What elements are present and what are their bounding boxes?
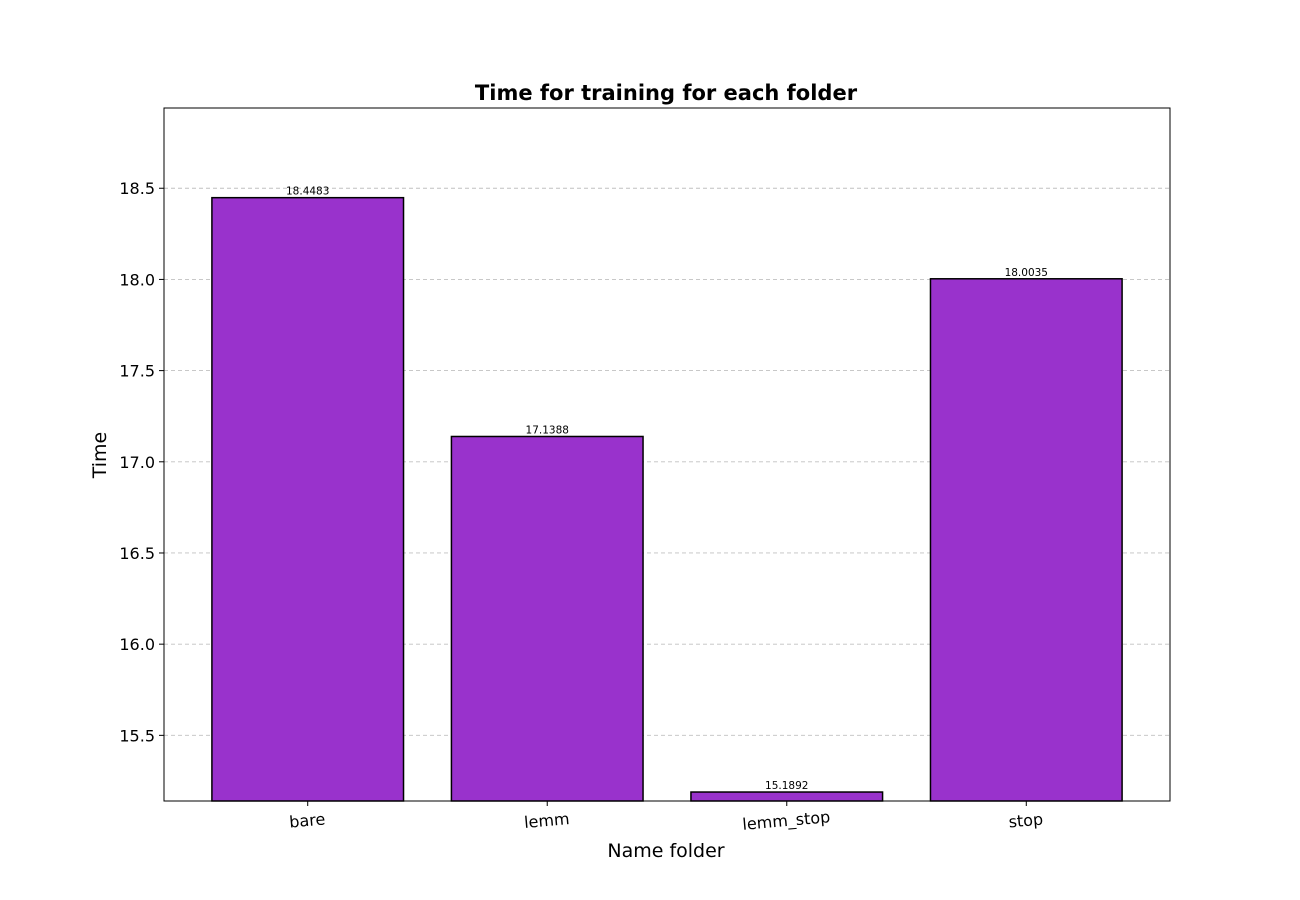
plot-frame	[163, 107, 1171, 802]
bar-value-label: 17.1388	[526, 424, 569, 436]
y-tick-label: 18.0	[119, 270, 155, 289]
bar-stop	[929, 278, 1123, 802]
bar-value-label: 18.0035	[1005, 267, 1048, 279]
bar-bare	[211, 196, 405, 802]
x-axis: bare lemm lemm_stop stop	[288, 801, 1044, 835]
y-tick-label: 16.0	[119, 635, 155, 654]
y-axis-label: Time	[89, 432, 111, 480]
y-tick-label: 16.5	[119, 544, 155, 563]
bar-value-label: 15.1892	[765, 780, 808, 792]
x-axis-label: Name folder	[607, 840, 724, 862]
y-tick-label: 17.0	[119, 453, 155, 472]
chart-title: Time for training for each folder	[475, 81, 858, 105]
bar-value-label: 18.4483	[286, 186, 329, 198]
y-tick-label: 17.5	[119, 362, 155, 381]
y-tick-label: 15.5	[119, 726, 155, 745]
bars: 18.4483 17.1388 15.1892 18.0035	[211, 186, 1123, 802]
x-tick-label: lemm	[523, 809, 570, 832]
bar-lemm-stop	[690, 791, 884, 802]
y-tick-label: 18.5	[119, 179, 155, 198]
x-tick-label: stop	[1008, 810, 1044, 832]
x-tick-label: bare	[288, 809, 326, 831]
y-axis: 15.5 16.0 16.5 17.0 17.5 18.0 18.5	[119, 179, 164, 745]
x-tick-label: lemm_stop	[742, 807, 831, 835]
bar-lemm	[450, 435, 644, 802]
